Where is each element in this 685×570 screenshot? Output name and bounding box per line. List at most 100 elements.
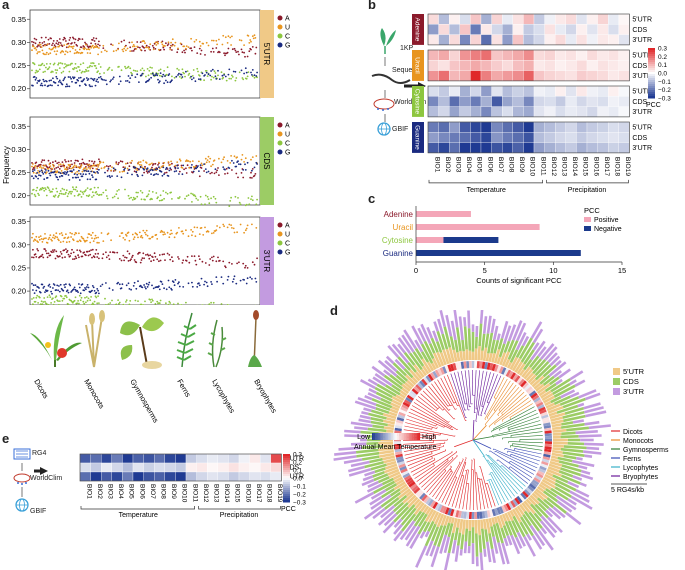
rg4-density-bar (482, 519, 487, 530)
freq-point (139, 284, 142, 287)
freq-point (105, 189, 107, 192)
freq-point (126, 172, 129, 175)
rg4-density-bar (435, 341, 443, 353)
freq-point (55, 171, 58, 174)
freq-point (54, 173, 57, 176)
freq-point (146, 234, 149, 237)
freq-point (95, 168, 98, 170)
rg4-density-bar (462, 351, 466, 361)
freq-point (35, 175, 38, 178)
freq-point (177, 282, 179, 285)
globe-icon (377, 122, 391, 136)
freq-point (169, 163, 172, 166)
freq-point (92, 37, 95, 39)
freq-point (61, 161, 64, 164)
rg4-density-bar (507, 340, 519, 360)
legend-tick: −0.1 (658, 79, 671, 86)
rg4-density-bar (374, 386, 393, 399)
temperature-ring-cell (531, 394, 540, 401)
rg4-density-bar (512, 320, 523, 341)
heatmap-cell (586, 85, 598, 97)
freq-point (31, 165, 33, 168)
freq-point (127, 75, 130, 77)
rg4-density-bar (570, 495, 593, 510)
temperature-ring-cell (405, 477, 413, 484)
freq-point (189, 160, 192, 163)
legend-tick: 0.1 (658, 62, 667, 69)
heatmap-cell (544, 13, 556, 25)
freq-point (91, 285, 94, 287)
freq-point (59, 251, 62, 253)
legend-swatch (648, 56, 655, 59)
freq-point (61, 83, 64, 86)
rg4-density-bar (491, 517, 496, 525)
freq-point (209, 74, 212, 77)
freq-point (137, 280, 139, 283)
freq-point (53, 284, 56, 286)
tree-branch (405, 448, 440, 459)
freq-point (204, 280, 206, 283)
tree-branch (486, 374, 498, 403)
rg4-density-bar (567, 481, 580, 489)
freq-point (79, 166, 82, 169)
heatmap-cell (449, 106, 460, 118)
rg4-density-bar (430, 337, 439, 353)
freq-point (95, 37, 98, 40)
freq-point (165, 191, 167, 194)
rg4-density-bar (493, 516, 499, 524)
rg4-density-bar (529, 524, 546, 547)
rg4-density-bar (558, 460, 579, 468)
heatmap-block-frame (427, 49, 630, 82)
freq-point (245, 77, 248, 80)
temperature-ring-cell (419, 380, 426, 388)
rg4-density-bar (439, 534, 448, 554)
freq-point (198, 160, 200, 163)
freq-point (144, 300, 146, 303)
heatmap-cell (618, 13, 630, 25)
freq-point (71, 62, 73, 65)
freq-point (251, 168, 254, 170)
rg4-density-bar (363, 407, 372, 413)
freq-point (246, 267, 249, 269)
legend-tick: 0.3 (293, 452, 302, 459)
source-gbif: GBIF (30, 508, 47, 515)
rg4-density-bar (537, 346, 547, 358)
rg4-density-bar (537, 530, 554, 551)
freq-point (53, 237, 56, 240)
freq-point (33, 37, 36, 40)
freq-point (86, 66, 89, 69)
ytick-label: 0.35 (11, 217, 26, 226)
freq-point (52, 165, 55, 168)
freq-point (45, 237, 47, 240)
freq-point (138, 251, 141, 254)
freq-point (158, 199, 161, 202)
tree-branch (451, 462, 467, 507)
bio-label: BIO16 (592, 157, 599, 176)
freq-point (187, 74, 190, 76)
freq-point (222, 158, 225, 161)
heatmap-cell (207, 453, 218, 464)
freq-point (143, 69, 146, 72)
freq-point (178, 196, 181, 198)
freq-point (64, 76, 66, 79)
freq-point (31, 236, 33, 239)
tree-branch (473, 370, 477, 413)
rg4-density-bar (426, 326, 434, 339)
freq-point (138, 163, 141, 166)
temperature-ring-cell (544, 427, 552, 432)
rg4-density-bar (551, 419, 564, 425)
temperature-ring-cell (531, 479, 540, 486)
freq-point (86, 236, 89, 239)
freq-point (164, 45, 166, 47)
heatmap-cell (608, 24, 619, 35)
freq-point (244, 157, 247, 160)
freq-point (72, 37, 75, 40)
heatmap-cell (459, 70, 471, 82)
freq-point (251, 74, 253, 76)
heatmap-cell (459, 49, 471, 61)
temperature-ring-cell (460, 361, 465, 369)
rg4-density-bar (359, 379, 376, 390)
freq-point (75, 176, 78, 179)
freq-point (144, 49, 146, 52)
rg4-density-bar (490, 318, 496, 334)
